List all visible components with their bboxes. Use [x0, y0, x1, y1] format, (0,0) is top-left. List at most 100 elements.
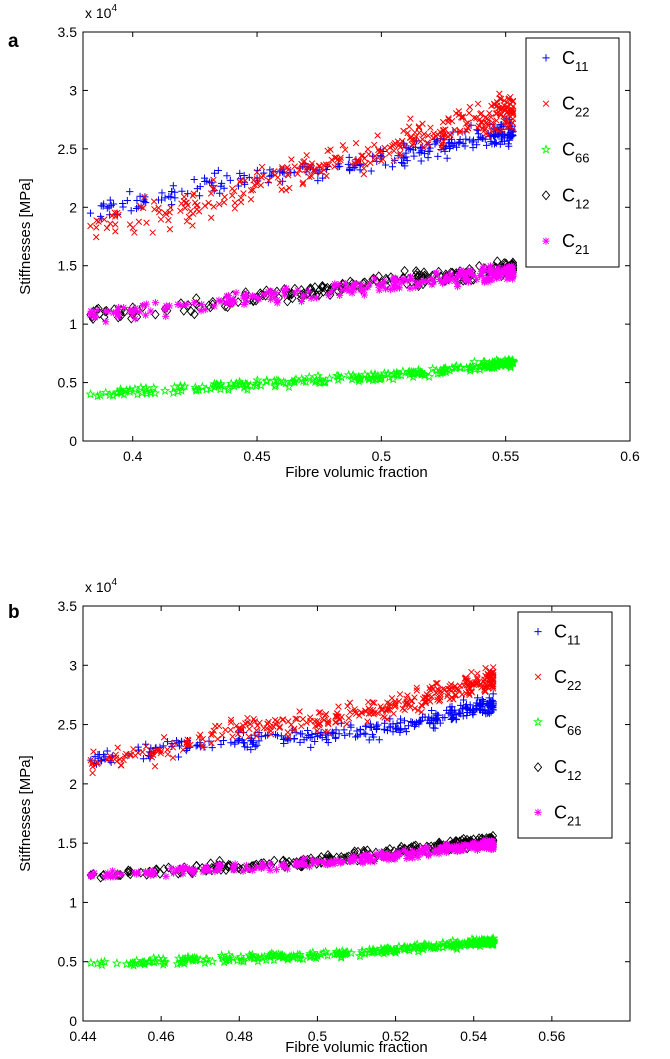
y-tick-label: 0: [69, 433, 77, 449]
data-point: [100, 751, 108, 759]
data-point: [114, 310, 122, 318]
data-point: [452, 715, 460, 723]
data-point: [439, 843, 447, 851]
data-point: [139, 755, 148, 763]
data-point: [94, 759, 102, 767]
data-point: [286, 184, 293, 192]
data-point: [219, 736, 228, 745]
data-point: [491, 101, 498, 109]
data-point: [224, 292, 233, 300]
data-point: [277, 861, 286, 869]
data-point: [93, 224, 100, 231]
data-point: [405, 123, 413, 130]
data-point: [348, 161, 355, 168]
data-point: [463, 711, 471, 720]
data-point: [381, 161, 390, 169]
data-point: [396, 719, 405, 727]
data-point: [205, 866, 213, 875]
y-tick-label: 3: [69, 82, 77, 98]
data-point: [508, 262, 516, 270]
data-point: [234, 730, 242, 738]
data-point: [143, 956, 154, 967]
legend-entry-subscript: 21: [567, 813, 581, 828]
data-point: [100, 200, 108, 208]
data-point: [282, 284, 291, 292]
data-point: [485, 264, 494, 273]
data-point: [180, 862, 189, 873]
data-point: [119, 199, 127, 208]
data-point: [460, 275, 468, 284]
data-point: [311, 168, 318, 175]
data-point: [503, 124, 511, 131]
data-point: [315, 709, 323, 716]
data-point: [311, 737, 319, 746]
data-point: [280, 291, 289, 299]
data-point: [473, 846, 482, 854]
data-point: [446, 842, 454, 850]
data-point: [451, 941, 462, 952]
data-point: [149, 229, 156, 236]
data-point: [451, 943, 463, 954]
data-point: [190, 175, 198, 184]
data-point: [122, 750, 130, 758]
data-point: [377, 945, 388, 956]
data-point: [486, 262, 495, 270]
y-tick-label: 2: [69, 199, 77, 215]
data-point: [190, 309, 199, 320]
data-point: [388, 163, 397, 171]
data-point: [178, 187, 186, 195]
data-point: [291, 289, 299, 298]
data-point: [386, 144, 394, 151]
data-point: [131, 315, 139, 323]
data-point: [292, 949, 303, 960]
data-point: [179, 746, 187, 754]
data-point: [459, 113, 467, 120]
data-point: [459, 696, 468, 704]
data-point: [226, 297, 234, 305]
data-point: [190, 190, 198, 197]
data-point: [158, 189, 166, 197]
data-point: [108, 867, 117, 875]
data-point: [356, 730, 364, 738]
data-point: [474, 100, 482, 108]
data-point: [401, 847, 410, 855]
data-point: [420, 150, 429, 158]
data-point: [495, 104, 503, 112]
data-point: [400, 717, 409, 725]
data-point: [364, 373, 375, 384]
legend-entry-subscript: 22: [567, 678, 581, 693]
data-point: [365, 698, 372, 706]
data-point: [159, 957, 170, 968]
data-point: [351, 280, 359, 288]
data-point: [367, 167, 375, 175]
data-point: [254, 722, 261, 729]
data-point: [474, 694, 482, 702]
data-point: [149, 751, 157, 759]
data-point: [109, 309, 118, 317]
y-tick-label: 1: [69, 316, 77, 332]
data-point: [447, 711, 455, 719]
data-point: [452, 110, 460, 117]
data-point: [307, 294, 315, 302]
data-point: [260, 290, 268, 298]
data-point: [270, 379, 281, 390]
data-point: [227, 726, 234, 734]
data-point: [437, 367, 448, 377]
data-point: [455, 686, 463, 693]
data-point: [419, 702, 426, 709]
data-point: [340, 857, 348, 866]
y-axis-label: Stiffnesses [MPa]: [17, 178, 34, 294]
data-point: [109, 200, 118, 208]
data-point: [436, 275, 444, 283]
data-point: [305, 287, 313, 295]
data-point: [236, 169, 244, 177]
data-point: [310, 376, 321, 387]
data-point: [195, 734, 203, 741]
data-point: [466, 679, 474, 686]
data-point: [427, 363, 438, 374]
data-point: [332, 154, 340, 161]
data-point: [323, 282, 332, 293]
data-point: [461, 142, 469, 150]
data-point: [273, 375, 284, 386]
